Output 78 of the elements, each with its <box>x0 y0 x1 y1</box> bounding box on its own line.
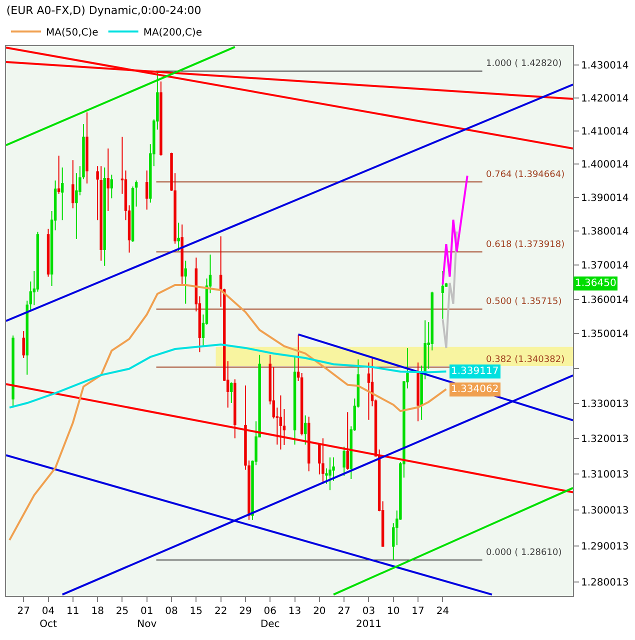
x-tick-label: 20 <box>313 606 326 617</box>
x-tick-label: 22 <box>214 606 228 617</box>
candlestick <box>184 260 187 304</box>
y-tick-label: 1.370014 <box>581 260 629 272</box>
candlestick <box>57 155 60 194</box>
x-tick-label: 17 <box>412 606 424 617</box>
candlestick <box>72 160 74 209</box>
x-tick-label: 27 <box>17 606 30 617</box>
candlestick <box>160 81 162 156</box>
data-label: 1.339117 <box>451 366 499 377</box>
y-tick-label: 1.330013 <box>581 398 629 410</box>
y-tick-label: 1.430014 <box>581 60 629 72</box>
ref-line-label: 0.500 ( 1.35715) <box>486 297 562 307</box>
candlestick <box>416 362 420 422</box>
x-tick-label: 15 <box>190 606 203 617</box>
candlestick <box>367 362 370 420</box>
ref-line-label: 0.618 (1.373918) <box>486 240 565 250</box>
ref-line-label: 0.764 (1.394664) <box>486 170 565 180</box>
x-tick-label: 29 <box>239 606 252 617</box>
chart-title: (EUR A0-FX,D) Dynamic,0:00-24:00 <box>6 4 202 18</box>
candlestick <box>441 270 444 320</box>
x-tick-label: 06 Dec <box>260 606 280 630</box>
candlestick <box>279 394 282 450</box>
x-tick-label: 25 <box>116 606 129 617</box>
candlestick <box>328 456 332 491</box>
y-tick-label: 1.420014 <box>581 93 629 104</box>
y-tick-label: 1.320013 <box>581 434 629 446</box>
candlestick <box>304 414 307 446</box>
candlestick <box>110 174 114 199</box>
y-tick-label: 1.290013 <box>581 541 629 552</box>
candlestick <box>322 438 324 484</box>
y-tick-label: 1.310013 <box>581 470 629 481</box>
candlestick <box>46 228 50 278</box>
y-tick-label: 1.360014 <box>581 294 629 306</box>
line-series <box>442 174 468 286</box>
x-tick-label: 10 <box>387 606 400 617</box>
y-tick-label: 1.300013 <box>581 505 629 516</box>
candlestick <box>342 446 346 476</box>
x-tick-label: 27 <box>338 606 350 617</box>
candlestick <box>106 148 110 212</box>
x-tick-label: 13 <box>288 606 302 617</box>
y-tick-label: 1.280013 <box>581 578 629 589</box>
x-tick-label: 11 <box>66 606 80 617</box>
data-label: 1.334062 <box>451 384 499 395</box>
candlestick <box>86 112 88 184</box>
y-tick-label: 1.350014 <box>581 329 629 340</box>
y-tick-label: 1.400014 <box>581 160 629 171</box>
candlestick <box>180 224 184 286</box>
candlestick <box>22 330 25 359</box>
candlestick <box>293 356 296 446</box>
text: 1.36450 <box>575 278 616 289</box>
ref-line-label: 0.382 (1.340382) <box>486 355 565 365</box>
y-tick-label: 1.390014 <box>581 193 629 204</box>
candlestick <box>60 166 64 221</box>
x-tick-label: 18 <box>91 606 104 617</box>
y-tick-label: 1.410014 <box>581 126 629 138</box>
line-series <box>442 230 458 349</box>
y-tick-label: 1.380014 <box>581 226 629 238</box>
candlestick <box>103 166 106 266</box>
candlestick <box>346 412 349 470</box>
candlestick <box>230 382 233 404</box>
legend-label: MA(50,C)e <box>46 27 98 38</box>
x-tick-label: 01 Nov <box>137 606 157 630</box>
candlestick <box>12 334 14 408</box>
line-series <box>8 284 448 542</box>
legend-label: MA(200,C)e <box>143 27 202 38</box>
ref-line-label: 1.000 ( 1.42820) <box>486 59 562 69</box>
candlestick <box>100 166 102 262</box>
x-tick-label: 08 <box>165 606 178 617</box>
x-tick-label: 24 <box>436 606 450 617</box>
line-series <box>8 343 448 409</box>
candlestick <box>234 378 236 439</box>
x-tick-label: 04 Oct <box>40 606 57 630</box>
candlestick <box>308 416 310 472</box>
ref-line-label: 0.000 ( 1.28610) <box>486 548 562 558</box>
x-tick-label: 03 2011 <box>356 606 382 630</box>
candlestick <box>177 222 180 252</box>
candlestick <box>146 170 148 210</box>
